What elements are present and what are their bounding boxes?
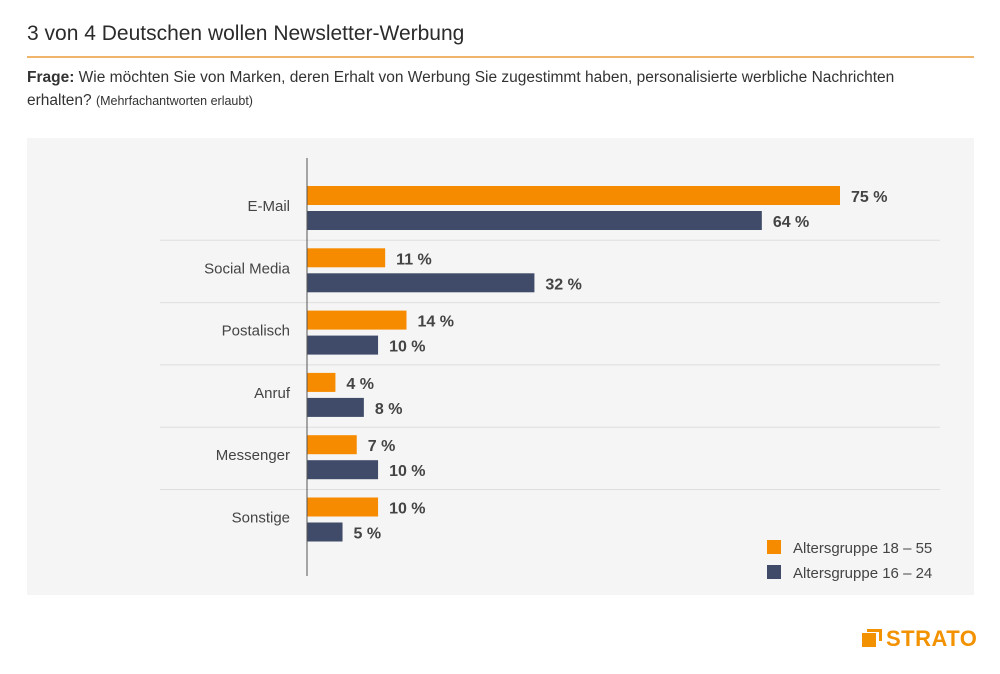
- bar-age-16-24: [307, 460, 379, 480]
- bar-age-18-55: [307, 372, 336, 392]
- legend-label: Altersgruppe 18 – 55: [793, 540, 932, 557]
- question-label: Frage:: [27, 69, 75, 86]
- question-body: Wie möchten Sie von Marken, deren Erhalt…: [27, 69, 895, 109]
- question-text: Frage: Wie möchten Sie von Marken, deren…: [27, 66, 947, 113]
- question-note: (Mehrfachantworten erlaubt): [95, 94, 253, 108]
- data-label: 32 %: [545, 276, 581, 293]
- data-label: 64 %: [773, 214, 809, 231]
- legend-swatch: [767, 565, 781, 579]
- bar-age-16-24: [307, 397, 364, 417]
- data-label: 4 %: [346, 376, 374, 393]
- data-label: 10 %: [389, 501, 425, 518]
- bar-age-18-55: [307, 435, 357, 455]
- category-label: Social Media: [204, 260, 291, 277]
- category-label: Anruf: [254, 385, 291, 402]
- category-label: E-Mail: [247, 198, 290, 215]
- data-label: 10 %: [389, 463, 425, 480]
- bar-age-16-24: [307, 522, 343, 542]
- title-divider: [27, 56, 974, 58]
- data-label: 75 %: [851, 189, 887, 206]
- data-label: 14 %: [417, 314, 453, 331]
- data-label: 5 %: [354, 526, 382, 543]
- bar-age-18-55: [307, 186, 840, 205]
- data-label: 7 %: [368, 438, 396, 455]
- data-label: 11 %: [396, 251, 432, 268]
- chart-title: 3 von 4 Deutschen wollen Newsletter-Werb…: [27, 22, 465, 45]
- legend-label: Altersgruppe 16 – 24: [793, 565, 932, 582]
- category-label: Postalisch: [222, 323, 290, 340]
- category-label: Messenger: [216, 447, 290, 464]
- bar-age-18-55: [307, 248, 386, 268]
- data-label: 8 %: [375, 401, 403, 418]
- strato-logo-text: STRATO: [886, 626, 978, 651]
- category-label: Sonstige: [232, 510, 290, 527]
- strato-logo: STRATO: [862, 626, 977, 652]
- legend-swatch: [767, 540, 781, 554]
- bar-age-18-55: [307, 497, 379, 517]
- strato-logo-icon: [862, 629, 882, 649]
- bar-age-16-24: [307, 273, 535, 293]
- data-label: 10 %: [389, 339, 425, 356]
- bar-age-16-24: [307, 335, 379, 355]
- bar-age-16-24: [307, 211, 762, 230]
- bar-age-18-55: [307, 310, 407, 330]
